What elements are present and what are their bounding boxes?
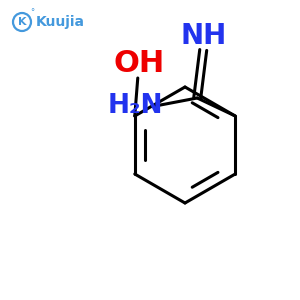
Text: OH: OH [113,50,164,79]
Text: K: K [18,17,26,27]
Text: H₂N: H₂N [107,93,163,119]
Text: NH: NH [180,22,226,50]
Text: Kuujia: Kuujia [36,15,85,29]
Text: °: ° [30,8,34,17]
